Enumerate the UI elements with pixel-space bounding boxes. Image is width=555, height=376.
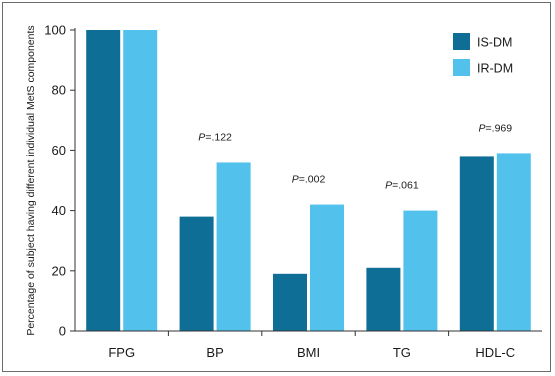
p-value-tg: P=.061 bbox=[385, 180, 419, 192]
bar-hdl-c-is-dm bbox=[459, 156, 494, 331]
bar-bp-is-dm bbox=[179, 216, 214, 331]
y-tick-label-40: 40 bbox=[52, 203, 66, 218]
bar-bmi-is-dm bbox=[273, 273, 307, 331]
p-value-bmi: P=.002 bbox=[292, 174, 326, 186]
y-tick-label-80: 80 bbox=[52, 83, 66, 98]
axes-layer bbox=[70, 28, 542, 336]
text-layer: 0 20 40 60 80 100 FPG BP BMI TG HDL-C Percentage of… bbox=[25, 23, 515, 361]
y-tick-label-100: 100 bbox=[44, 23, 66, 38]
p-value-hdl-c: P=.969 bbox=[479, 122, 513, 134]
category-label-fpg: FPG bbox=[108, 345, 135, 360]
p-value-bp: P=.122 bbox=[198, 131, 232, 143]
bar-hdl-c-ir-dm bbox=[496, 153, 531, 331]
legend: IS-DM IR-DM bbox=[453, 33, 513, 76]
bars-layer bbox=[86, 30, 531, 331]
bar-bp-ir-dm bbox=[216, 162, 251, 331]
bar-bmi-ir-dm bbox=[310, 204, 344, 331]
bar-tg-is-dm bbox=[366, 267, 401, 331]
category-label-bmi: BMI bbox=[297, 345, 320, 360]
y-tick-label-0: 0 bbox=[59, 324, 66, 339]
bar-fpg-is-dm bbox=[86, 30, 121, 331]
legend-swatch-is-dm bbox=[453, 33, 470, 50]
category-label-hdl-c: HDL-C bbox=[475, 345, 515, 360]
bar-fpg-ir-dm bbox=[123, 30, 158, 331]
y-axis-label: Percentage of subject having different i… bbox=[25, 25, 37, 335]
legend-label-is-dm: IS-DM bbox=[477, 36, 512, 50]
category-label-tg: TG bbox=[393, 345, 411, 360]
legend-label-ir-dm: IR-DM bbox=[477, 62, 513, 76]
category-label-bp: BP bbox=[206, 345, 223, 360]
legend-swatch-ir-dm bbox=[453, 59, 470, 76]
y-tick-label-60: 60 bbox=[52, 143, 66, 158]
bar-tg-ir-dm bbox=[403, 210, 438, 331]
y-tick-label-20: 20 bbox=[52, 263, 66, 278]
